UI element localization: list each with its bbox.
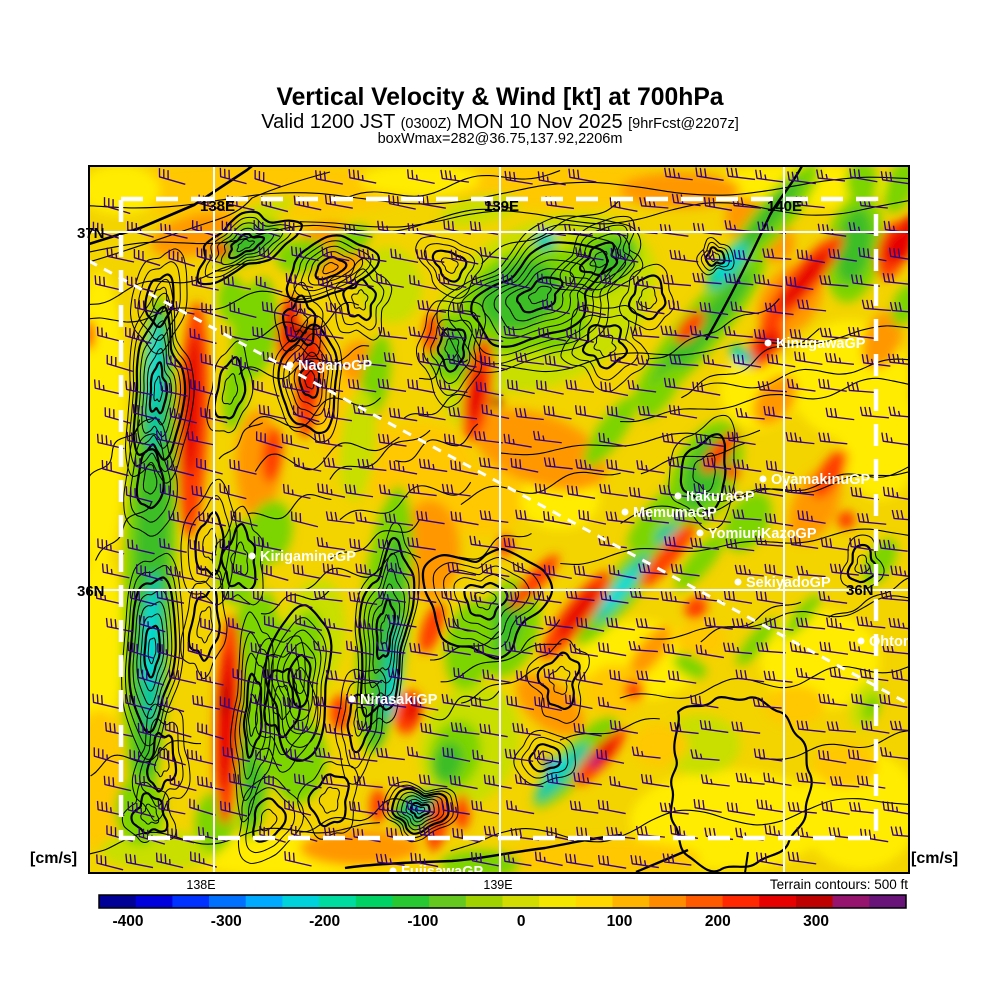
svg-text:0: 0 — [517, 913, 526, 930]
svg-text:140E: 140E — [767, 198, 802, 215]
svg-text:139E: 139E — [484, 198, 519, 215]
svg-text:[cm/s]: [cm/s] — [911, 850, 958, 867]
svg-text:200: 200 — [705, 913, 731, 930]
svg-text:Valid 1200 JST (0300Z) MON 10: Valid 1200 JST (0300Z) MON 10 Nov 2025 [… — [261, 111, 739, 133]
svg-text:MemumaGP: MemumaGP — [633, 505, 717, 521]
svg-text:boxWmax=282@36.75,137.92,2206m: boxWmax=282@36.75,137.92,2206m — [378, 131, 623, 147]
svg-text:YomiuriKazoGP: YomiuriKazoGP — [708, 526, 817, 542]
svg-text:[cm/s]: [cm/s] — [30, 850, 77, 867]
svg-text:-100: -100 — [407, 913, 438, 930]
svg-text:NirasakiGP: NirasakiGP — [360, 692, 438, 708]
svg-text:138E: 138E — [200, 198, 235, 215]
svg-text:139E: 139E — [483, 878, 512, 892]
svg-text:138E: 138E — [186, 878, 215, 892]
svg-text:37N: 37N — [77, 225, 105, 242]
svg-text:SekiyadoGP: SekiyadoGP — [746, 575, 831, 591]
svg-text:OyamakinuGP: OyamakinuGP — [771, 472, 870, 488]
svg-text:KirigamineGP: KirigamineGP — [260, 549, 356, 565]
svg-text:NaganoGP: NaganoGP — [298, 358, 372, 374]
svg-text:36N: 36N — [846, 582, 874, 599]
svg-text:-300: -300 — [211, 913, 242, 930]
svg-text:36N: 36N — [77, 583, 105, 600]
svg-text:ItakuraGP: ItakuraGP — [686, 489, 755, 505]
svg-text:OhtonegawaGP: OhtonegawaGP — [869, 634, 977, 650]
svg-text:-400: -400 — [112, 913, 143, 930]
svg-text:300: 300 — [803, 913, 829, 930]
svg-text:100: 100 — [607, 913, 633, 930]
svg-text:-200: -200 — [309, 913, 340, 930]
svg-text:KinugawaGP: KinugawaGP — [776, 336, 866, 352]
svg-text:Terrain contours: 500 ft: Terrain contours: 500 ft — [770, 877, 908, 892]
svg-text:FujisawaGP: FujisawaGP — [401, 864, 484, 880]
svg-text:Vertical Velocity & Wind [kt]: Vertical Velocity & Wind [kt] at 700hPa — [276, 84, 723, 111]
